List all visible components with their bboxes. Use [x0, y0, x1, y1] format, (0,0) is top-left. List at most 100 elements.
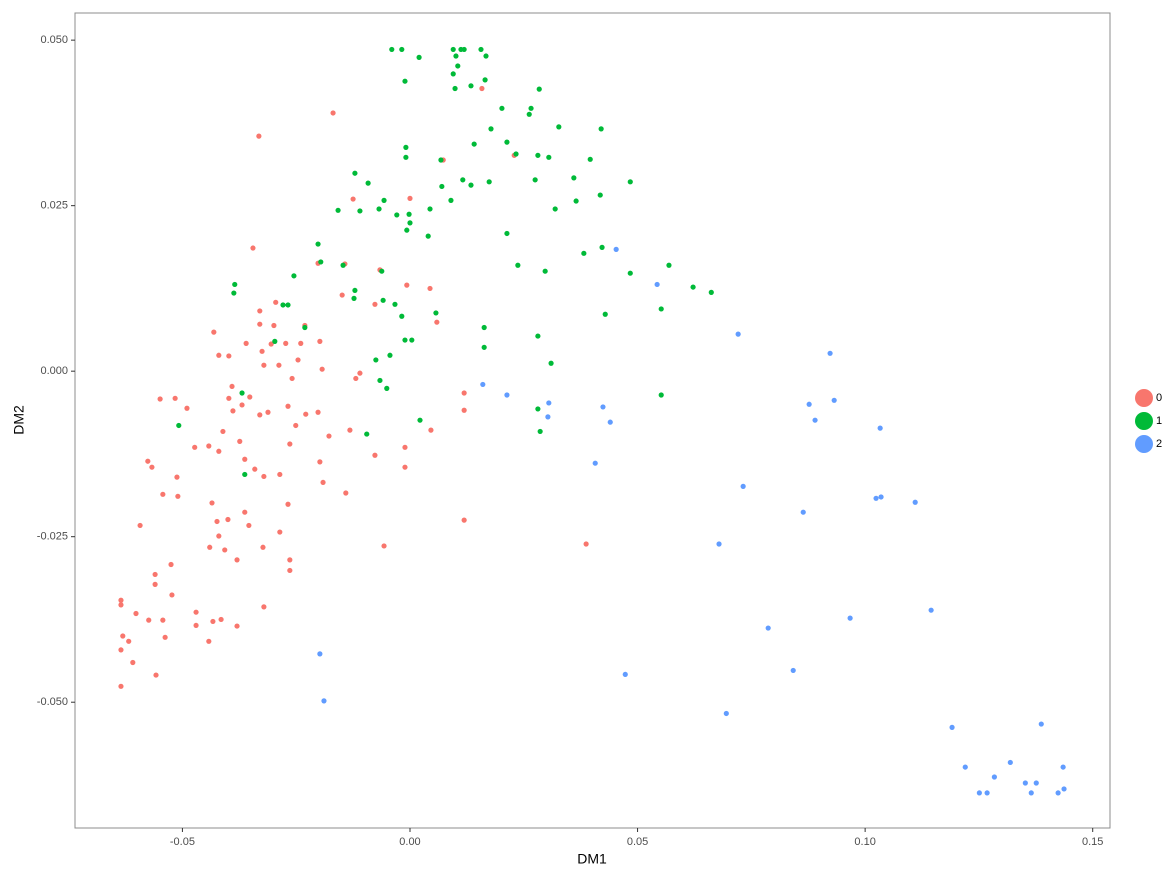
- x-axis-title: DM1: [577, 851, 607, 867]
- point: [193, 622, 199, 629]
- point: [146, 617, 152, 623]
- point: [160, 617, 166, 623]
- point: [526, 111, 532, 117]
- point: [600, 404, 606, 410]
- point: [536, 86, 542, 92]
- point: [416, 54, 422, 60]
- point: [407, 195, 413, 201]
- point: [379, 268, 385, 274]
- point: [461, 517, 467, 523]
- point: [402, 444, 408, 450]
- point: [399, 46, 405, 53]
- point: [535, 333, 541, 339]
- point: [387, 352, 393, 358]
- point: [708, 289, 714, 295]
- point: [425, 233, 431, 239]
- point: [149, 464, 155, 470]
- point: [461, 407, 467, 413]
- point: [488, 126, 494, 132]
- point: [599, 244, 605, 250]
- point: [295, 357, 301, 363]
- point: [448, 197, 454, 203]
- point: [176, 422, 182, 429]
- point: [546, 154, 552, 160]
- point: [118, 647, 124, 653]
- y-tick-label: 0.050: [40, 34, 68, 46]
- point: [438, 157, 444, 163]
- point: [350, 196, 356, 202]
- point: [515, 262, 521, 268]
- point: [765, 625, 771, 631]
- point: [232, 281, 238, 288]
- point: [222, 547, 228, 553]
- point: [373, 357, 379, 363]
- point: [242, 456, 248, 462]
- point: [790, 667, 796, 674]
- point: [428, 427, 434, 433]
- point: [216, 448, 222, 454]
- point: [261, 362, 267, 368]
- point: [168, 561, 174, 568]
- y-tick-label: -0.050: [37, 696, 68, 708]
- point: [658, 392, 664, 398]
- point: [666, 262, 672, 268]
- x-tick-label: 0.15: [1082, 836, 1103, 848]
- point: [471, 141, 477, 147]
- point: [206, 638, 212, 644]
- point: [404, 227, 410, 233]
- point: [468, 83, 474, 89]
- point: [573, 198, 579, 204]
- point: [486, 179, 492, 185]
- point: [260, 544, 266, 550]
- point: [285, 403, 291, 409]
- point: [234, 557, 240, 563]
- point: [256, 133, 262, 139]
- point: [479, 85, 485, 92]
- point: [280, 302, 286, 308]
- point: [427, 206, 433, 212]
- point: [184, 405, 190, 411]
- point: [499, 105, 505, 111]
- point: [175, 493, 181, 499]
- point: [130, 659, 136, 666]
- point: [291, 273, 297, 279]
- legend-key: [1135, 389, 1153, 407]
- point: [250, 245, 256, 251]
- point: [439, 183, 445, 190]
- point: [231, 290, 237, 296]
- point: [226, 353, 232, 359]
- point: [268, 341, 274, 347]
- point: [211, 329, 217, 335]
- point: [340, 262, 346, 268]
- point: [381, 197, 387, 203]
- point: [453, 53, 459, 59]
- point: [389, 46, 395, 53]
- point: [317, 338, 323, 344]
- point: [513, 151, 519, 157]
- point: [482, 77, 488, 83]
- point: [991, 774, 997, 780]
- point: [343, 490, 349, 496]
- y-tick-label: 0.025: [40, 200, 68, 212]
- point: [352, 170, 358, 176]
- y-axis-title: DM2: [11, 405, 27, 435]
- point: [461, 390, 467, 396]
- point: [535, 152, 541, 158]
- point: [229, 383, 235, 390]
- point: [174, 474, 180, 480]
- point: [206, 443, 212, 449]
- point: [1022, 780, 1028, 786]
- point: [556, 124, 562, 130]
- point: [315, 409, 321, 415]
- point: [873, 495, 879, 501]
- point: [504, 139, 510, 145]
- point: [285, 302, 291, 308]
- point: [226, 395, 232, 401]
- point: [303, 411, 309, 417]
- point: [409, 337, 415, 343]
- point: [321, 698, 327, 704]
- point: [622, 671, 628, 678]
- point: [392, 301, 398, 307]
- point: [402, 78, 408, 84]
- point: [210, 618, 216, 625]
